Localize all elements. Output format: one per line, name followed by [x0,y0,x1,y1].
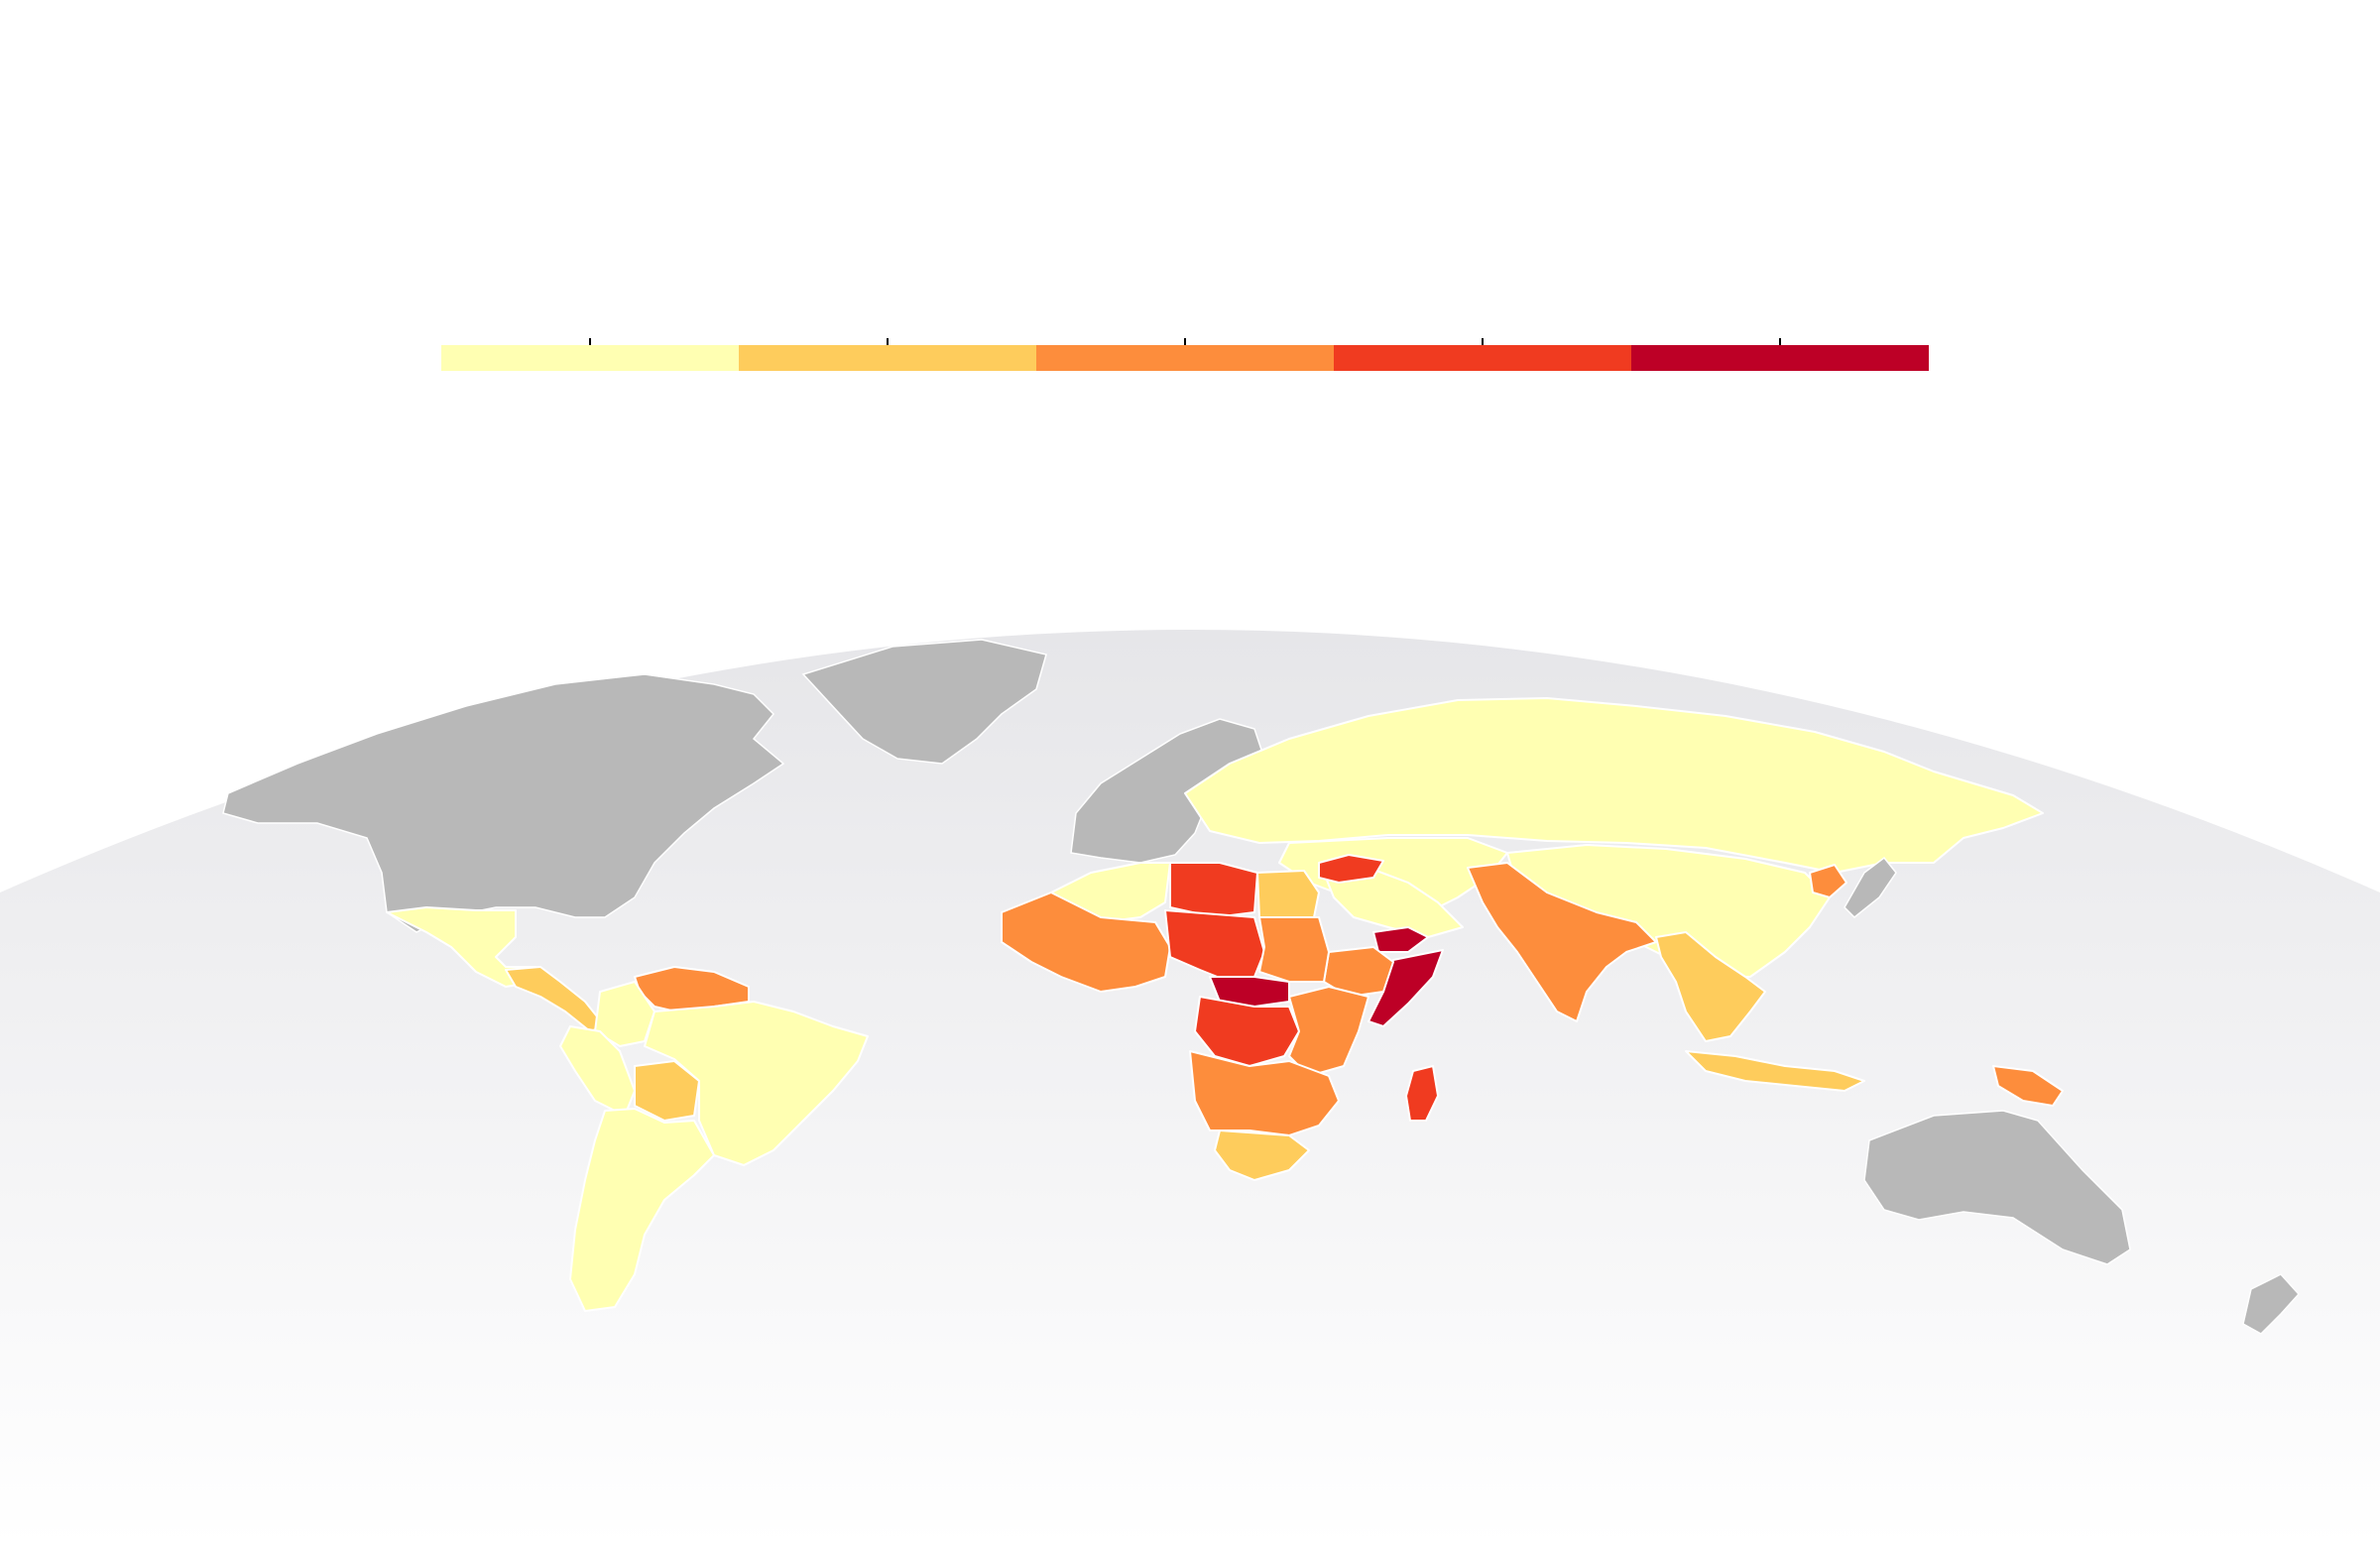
region-sudan[interactable] [1258,916,1330,983]
legend-swatch-5 [1631,345,1929,371]
region-libya[interactable] [1169,862,1258,918]
region-greenland[interactable] [801,639,1047,765]
legend-swatch-3 [1036,345,1334,371]
region-middle-east[interactable] [1323,867,1464,938]
region-new-zealand[interactable] [2242,1273,2301,1335]
region-west-africa[interactable] [1001,892,1171,993]
region-indonesia[interactable] [1685,1050,1865,1092]
legend-ticks [589,338,1781,345]
region-brazil[interactable] [644,1001,869,1166]
region-north-america[interactable] [222,673,785,933]
region-japan[interactable] [1844,856,1897,919]
region-bolivia[interactable] [634,1060,700,1122]
legend-color-bar [441,345,1929,371]
region-russia[interactable] [1184,697,2044,874]
region-south-africa[interactable] [1214,1130,1310,1181]
region-dr-congo[interactable] [1194,996,1300,1067]
legend [441,338,1929,371]
region-mexico[interactable] [386,906,536,988]
region-papua-new-guinea[interactable] [1992,1065,2064,1107]
legend-swatch-4 [1334,345,1631,371]
region-southern-africa[interactable] [1189,1050,1340,1136]
country-layer [222,639,2301,1335]
region-syria[interactable] [1318,854,1384,884]
legend-swatch-1 [441,345,739,371]
region-north-korea[interactable] [1809,864,1847,898]
region-australia[interactable] [1863,1110,2131,1265]
legend-swatch-2 [739,345,1036,371]
region-southern-cone[interactable] [569,1108,715,1312]
region-yemen[interactable] [1372,926,1429,953]
region-madagascar[interactable] [1405,1065,1439,1122]
region-southeast-asia[interactable] [1655,931,1766,1042]
region-egypt[interactable] [1256,870,1320,918]
region-east-africa[interactable] [1288,986,1369,1077]
region-south-asia[interactable] [1467,862,1657,1022]
region-somalia[interactable] [1368,949,1444,1027]
